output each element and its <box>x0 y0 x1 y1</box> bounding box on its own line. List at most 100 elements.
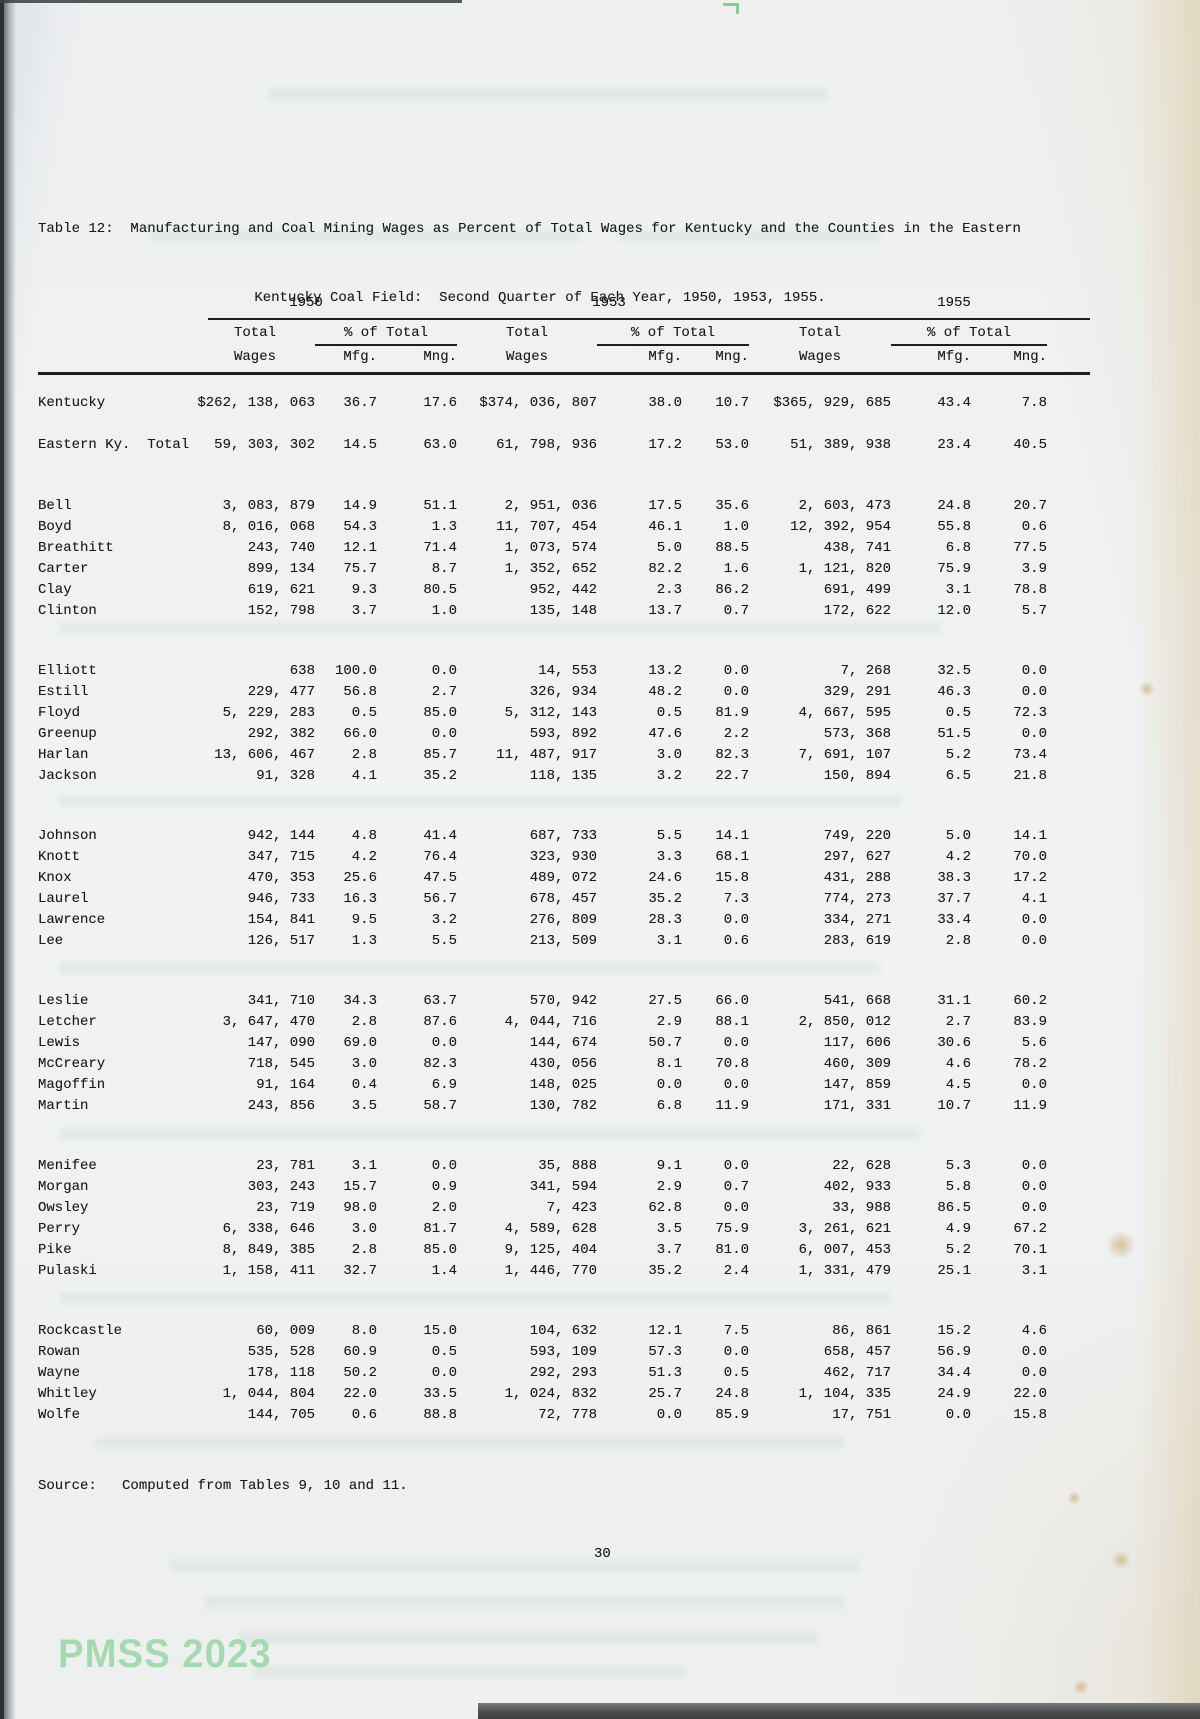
county-name: Elliott <box>38 663 97 679</box>
total-wages-1950: 3, 083, 879 <box>222 498 315 514</box>
total-wages-1953: 570, 942 <box>529 993 597 1009</box>
total-wages-1950: 1, 158, 411 <box>222 1263 315 1279</box>
mng-pct-1950: 63.7 <box>423 993 457 1009</box>
table-row: Greenup 292, 382 66.0 0.0 593, 892 47.6 … <box>38 724 1047 745</box>
mng-pct-1953: 10.7 <box>715 395 749 411</box>
mfg-pct-1955: 38.3 <box>937 870 971 886</box>
mfg-pct-1955: 23.4 <box>937 437 971 453</box>
mfg-pct-1955: 5.3 <box>945 1158 971 1174</box>
mfg-pct-1953: 48.2 <box>648 684 682 700</box>
county-name: Boyd <box>38 519 72 535</box>
total-wages-1955: 2, 603, 473 <box>798 498 891 514</box>
col-header-mng-1953: Mng. <box>715 349 749 365</box>
mng-pct-1955: 0.0 <box>1021 912 1047 928</box>
total-wages-1955: 541, 668 <box>823 993 891 1009</box>
mfg-pct-1950: 15.7 <box>343 1179 377 1195</box>
page-yellowing-band <box>1136 0 1200 1719</box>
mng-pct-1955: 70.0 <box>1013 849 1047 865</box>
total-wages-1950: 347, 715 <box>247 849 315 865</box>
mng-pct-1955: 70.1 <box>1013 1242 1047 1258</box>
total-wages-1953: 593, 109 <box>529 1344 597 1360</box>
mng-pct-1955: 67.2 <box>1013 1221 1047 1237</box>
mfg-pct-1953: 25.7 <box>648 1386 682 1402</box>
total-wages-1955: 171, 331 <box>823 1098 891 1114</box>
total-wages-1953: 292, 293 <box>529 1365 597 1381</box>
total-wages-1955: 86, 861 <box>832 1323 891 1339</box>
col-header-pct-1950: % of Total <box>315 323 457 346</box>
mng-pct-1950: 2.7 <box>431 684 457 700</box>
scan-edge-top <box>0 0 462 3</box>
mng-pct-1950: 58.7 <box>423 1098 457 1114</box>
mng-pct-1950: 47.5 <box>423 870 457 886</box>
mfg-pct-1950: 98.0 <box>343 1200 377 1216</box>
stain-spot <box>1066 1492 1082 1504</box>
mng-pct-1953: 0.7 <box>723 1179 749 1195</box>
mfg-pct-1955: 51.5 <box>937 726 971 742</box>
mfg-pct-1955: 15.2 <box>937 1323 971 1339</box>
total-wages-1955: 51, 389, 938 <box>790 437 891 453</box>
table-row: Rowan 535, 528 60.9 0.5 593, 109 57.3 0.… <box>38 1342 1047 1363</box>
mng-pct-1953: 14.1 <box>715 828 749 844</box>
total-wages-1955: 33, 988 <box>832 1200 891 1216</box>
county-name: Rockcastle <box>38 1323 123 1339</box>
mfg-pct-1955: 4.2 <box>945 849 971 865</box>
total-wages-1953: 341, 594 <box>529 1179 597 1195</box>
mfg-pct-1953: 38.0 <box>648 395 682 411</box>
total-wages-1953: 148, 025 <box>529 1077 597 1093</box>
total-wages-1950: 535, 528 <box>247 1344 315 1360</box>
mfg-pct-1950: 3.1 <box>351 1158 377 1174</box>
total-wages-1950: 8, 016, 068 <box>222 519 315 535</box>
total-wages-1953: 276, 809 <box>529 912 597 928</box>
mng-pct-1955: 3.1 <box>1021 1263 1047 1279</box>
county-name: Lewis <box>38 1035 81 1051</box>
mfg-pct-1953: 82.2 <box>648 561 682 577</box>
mfg-pct-1950: 3.0 <box>351 1221 377 1237</box>
total-wages-1955: 438, 741 <box>823 540 891 556</box>
mng-pct-1955: 0.0 <box>1021 663 1047 679</box>
mfg-pct-1950: 4.8 <box>351 828 377 844</box>
total-wages-1950: 942, 144 <box>247 828 315 844</box>
mfg-pct-1950: 0.6 <box>351 1407 377 1423</box>
county-name: Johnson <box>38 828 97 844</box>
wages-table: 1950 1953 1955 Total % of Total Total % … <box>38 295 1090 1435</box>
mng-pct-1953: 85.9 <box>715 1407 749 1423</box>
total-wages-1950: 243, 856 <box>247 1098 315 1114</box>
mng-pct-1950: 63.0 <box>423 437 457 453</box>
total-wages-1953: 1, 073, 574 <box>504 540 597 556</box>
scan-edge-bottom-bar <box>478 1703 1200 1719</box>
total-wages-1953: 7, 423 <box>546 1200 597 1216</box>
total-wages-1955: 334, 271 <box>823 912 891 928</box>
table-row: Whitley 1, 044, 804 22.0 33.5 1, 024, 83… <box>38 1384 1047 1405</box>
total-wages-1950: 638 <box>289 663 315 679</box>
table-row: Laurel 946, 733 16.3 56.7 678, 457 35.2 … <box>38 889 1047 910</box>
mng-pct-1950: 0.0 <box>431 663 457 679</box>
mng-pct-1955: 15.8 <box>1013 1407 1047 1423</box>
mfg-pct-1953: 5.5 <box>656 828 682 844</box>
county-name: Knott <box>38 849 81 865</box>
total-wages-1950: $262, 138, 063 <box>197 395 315 411</box>
mng-pct-1955: 0.0 <box>1021 1365 1047 1381</box>
table-row: Lewis 147, 090 69.0 0.0 144, 674 50.7 0.… <box>38 1033 1047 1054</box>
mfg-pct-1950: 16.3 <box>343 891 377 907</box>
mng-pct-1950: 80.5 <box>423 582 457 598</box>
col-header-mng-1950: Mng. <box>423 349 457 365</box>
year-header-1950: 1950 <box>289 295 323 311</box>
mfg-pct-1950: 36.7 <box>343 395 377 411</box>
col-header-mfg-1950: Mfg. <box>343 349 377 365</box>
mfg-pct-1953: 3.7 <box>656 1242 682 1258</box>
total-wages-1953: 14, 553 <box>538 663 597 679</box>
mng-pct-1953: 24.8 <box>715 1386 749 1402</box>
total-wages-1953: 2, 951, 036 <box>504 498 597 514</box>
table-body: Kentucky $262, 138, 063 36.7 17.6 $374, … <box>38 393 1047 1426</box>
green-scan-mark <box>723 3 739 14</box>
mfg-pct-1955: 4.9 <box>945 1221 971 1237</box>
mfg-pct-1953: 12.1 <box>648 1323 682 1339</box>
total-wages-1953: 9, 125, 404 <box>504 1242 597 1258</box>
mfg-pct-1955: 6.5 <box>945 768 971 784</box>
mng-pct-1953: 0.0 <box>723 684 749 700</box>
pmss-watermark: PMSS 2023 <box>58 1632 272 1676</box>
total-wages-1953: 72, 778 <box>538 1407 597 1423</box>
table-row: Carter 899, 134 75.7 8.7 1, 352, 652 82.… <box>38 559 1047 580</box>
total-wages-1955: 150, 894 <box>823 768 891 784</box>
mng-pct-1955: 3.9 <box>1021 561 1047 577</box>
